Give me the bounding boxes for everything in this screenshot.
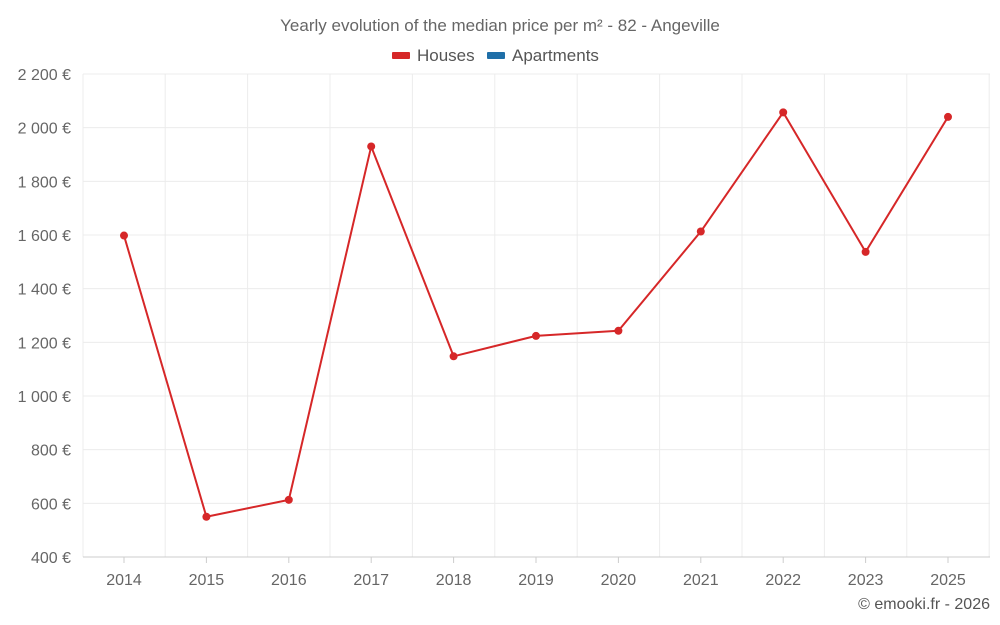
credit-text: © emooki.fr - 2026 <box>858 596 990 613</box>
legend-label-houses[interactable]: Houses <box>417 46 475 65</box>
x-tick-label: 2018 <box>436 572 472 589</box>
data-point-houses-2022[interactable] <box>779 108 788 117</box>
x-tick-label: 2015 <box>189 572 225 589</box>
x-tick-label: 2014 <box>106 572 142 589</box>
chart-title: Yearly evolution of the median price per… <box>280 16 720 35</box>
y-tick-label: 600 € <box>31 496 71 513</box>
x-tick-label: 2021 <box>683 572 719 589</box>
grid <box>82 73 990 558</box>
data-point-houses-2019[interactable] <box>532 331 540 340</box>
data-point-houses-2020[interactable] <box>614 326 623 335</box>
data-point-houses-2025[interactable] <box>944 112 952 121</box>
y-tick-label: 800 € <box>31 443 71 460</box>
y-tick-label: 1 600 € <box>18 228 71 245</box>
data-point-houses-2018[interactable] <box>449 352 458 361</box>
y-tick-label: 1 400 € <box>18 282 71 299</box>
y-axis: 400 € 600 € 800 € 1 000 € 1 200 € 1 400 € 1 60… <box>18 67 71 567</box>
series-layer <box>120 108 952 521</box>
y-tick-label: 2 000 € <box>18 121 71 138</box>
y-tick-label: 1 000 € <box>18 389 71 406</box>
x-tick-label: 2020 <box>601 572 637 589</box>
legend-swatch-apartments[interactable] <box>487 52 505 59</box>
data-point-houses-2017[interactable] <box>367 142 376 151</box>
data-point-houses-2015[interactable] <box>202 512 211 521</box>
data-point-houses-2023[interactable] <box>861 247 870 256</box>
x-axis: 2014 2015 2016 2017 2018 2019 2020 2021 2022 2023… <box>83 556 990 589</box>
legend-label-apartments[interactable]: Apartments <box>512 46 599 65</box>
y-tick-label: 1 800 € <box>18 174 71 191</box>
data-point-houses-2016[interactable] <box>284 495 293 504</box>
x-tick-label: 2025 <box>930 572 966 589</box>
x-tick-label: 2017 <box>353 572 389 589</box>
y-tick-label: 2 200 € <box>18 67 71 84</box>
x-tick-label: 2022 <box>765 572 801 589</box>
y-tick-label: 1 200 € <box>18 335 71 352</box>
x-tick-label: 2023 <box>848 572 884 589</box>
legend: Houses Apartments <box>392 46 599 65</box>
y-tick-label: 400 € <box>31 550 71 567</box>
data-point-houses-2021[interactable] <box>696 227 705 236</box>
x-tick-label: 2019 <box>518 572 554 589</box>
data-point-houses-2014[interactable] <box>120 231 128 240</box>
x-tick-label: 2016 <box>271 572 307 589</box>
legend-swatch-houses[interactable] <box>392 52 410 59</box>
